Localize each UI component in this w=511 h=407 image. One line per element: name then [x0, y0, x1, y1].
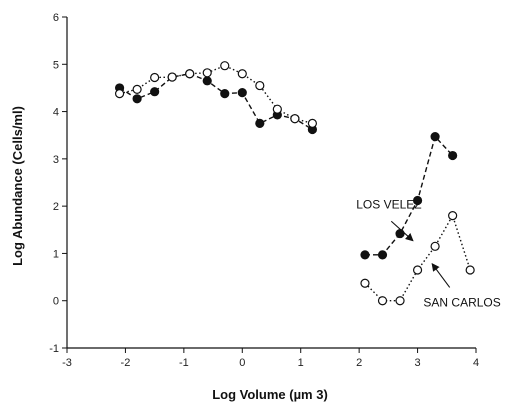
axes: -3 -2 -1 0 1 2 3 4 -1 0 1 2 3 4 5 6 [49, 12, 479, 369]
x-tick-label: 3 [415, 357, 421, 369]
series-2-point [237, 69, 247, 79]
series-2-point [307, 118, 317, 128]
y-tick-label: 0 [53, 296, 59, 308]
series-2-point [114, 89, 125, 99]
series-2-point [412, 265, 423, 275]
series-1-point [132, 94, 142, 104]
x-tick-label: 1 [298, 357, 304, 369]
series-2-point [272, 104, 282, 114]
y-tick-label: 5 [53, 59, 59, 71]
y-tick-label: 6 [53, 12, 59, 24]
series-2-point [220, 61, 230, 71]
annotation-arrow [431, 263, 451, 288]
series-2-point [448, 211, 458, 221]
x-axis-title: Log Volume (µm 3) [212, 387, 328, 402]
series-1-point [255, 118, 265, 128]
series-2-point [430, 241, 440, 251]
series-2-point [290, 114, 300, 124]
y-tick-label: 4 [53, 107, 59, 119]
series-2-point [185, 69, 195, 79]
series-2-point [132, 84, 142, 94]
series-2-point [167, 72, 177, 82]
y-tick-label: -1 [49, 343, 59, 355]
series-2-point [395, 296, 405, 306]
series-1-point [430, 132, 440, 142]
series-1-point [237, 88, 247, 98]
series-1-point [360, 250, 370, 260]
annotation-layer: LOS VELEZ SAN CARLOS [356, 198, 501, 310]
x-tick-label: 2 [356, 357, 362, 369]
x-tick-label: 4 [473, 357, 479, 369]
series-1-line [119, 72, 313, 131]
annotation-label: SAN CARLOS [423, 295, 500, 309]
annotation-label: LOS VELEZ [356, 198, 421, 212]
series-2-point [202, 68, 212, 78]
y-tick-label: 1 [53, 248, 59, 260]
series-2-point [150, 72, 160, 83]
series-1-point [202, 76, 212, 86]
series-2-point [255, 80, 265, 91]
x-tick-label: -2 [121, 357, 131, 369]
y-tick-label: 2 [53, 201, 59, 213]
series-layer [114, 61, 475, 306]
series-1-point [377, 250, 388, 260]
y-axis-title: Log Abundance (Cells/ml) [10, 106, 25, 266]
series-1-point [150, 87, 160, 97]
series-1-point [412, 195, 423, 206]
series-1-point [448, 150, 458, 161]
x-tick-label: 0 [239, 357, 245, 369]
y-tick-label: 3 [53, 154, 59, 166]
series-2-point [377, 296, 388, 306]
series-1-point [220, 89, 230, 99]
series-2-point [465, 265, 475, 275]
series-2-point [360, 278, 370, 288]
x-tick-label: -1 [179, 357, 189, 369]
annotation-arrow [390, 220, 414, 242]
x-tick-label: -3 [62, 357, 72, 369]
series-1-point [395, 228, 405, 239]
